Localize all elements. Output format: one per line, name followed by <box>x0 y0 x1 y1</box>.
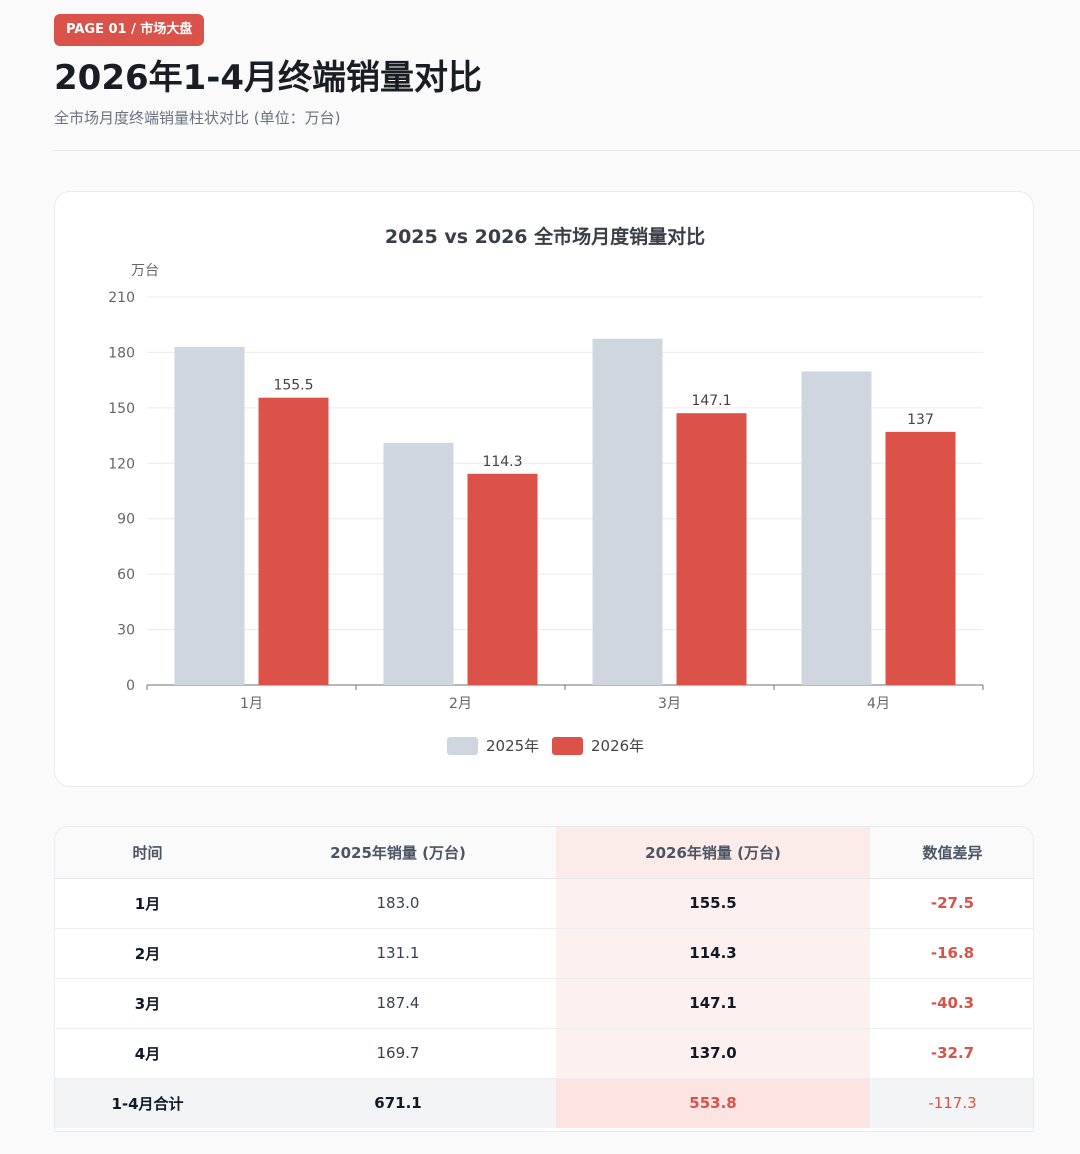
sales-table: 时间 2025年销量 (万台) 2026年销量 (万台) 数值差异 1月 183… <box>55 827 1033 1128</box>
chart-title: 2025 vs 2026 全市场月度销量对比 <box>385 225 705 248</box>
y-tick-label: 90 <box>117 512 135 528</box>
bar-2025 <box>383 442 454 685</box>
row-2026: 114.3 <box>556 928 870 979</box>
total-diff: -117.3 <box>870 1078 1033 1128</box>
x-tick-label: 2月 <box>449 696 472 712</box>
bar-2026 <box>885 431 956 685</box>
row-month: 3月 <box>55 978 240 1029</box>
row-diff: -32.7 <box>870 1028 1033 1079</box>
bar-2026 <box>676 413 747 685</box>
total-2026: 553.8 <box>556 1078 870 1128</box>
bar-2026 <box>467 473 538 685</box>
legend-swatch-2026 <box>552 737 583 755</box>
bar-2025 <box>174 346 245 685</box>
table-header-row: 时间 2025年销量 (万台) 2026年销量 (万台) 数值差异 <box>55 827 1033 879</box>
x-tick-label: 4月 <box>867 696 890 712</box>
y-tick-label: 0 <box>126 678 135 694</box>
chart-card: 2025 vs 2026 全市场月度销量对比万台 0 30 60 90 120 150 180… <box>54 191 1034 787</box>
legend-swatch-2025 <box>447 737 478 755</box>
row-2025: 183.0 <box>240 878 556 929</box>
legend-label: 2026年 <box>591 737 644 755</box>
header-time: 时间 <box>55 827 240 879</box>
table-row: 3月 187.4 147.1 -40.3 <box>55 978 1033 1029</box>
legend-label: 2025年 <box>486 737 539 755</box>
row-diff: -16.8 <box>870 928 1033 979</box>
row-diff: -27.5 <box>870 878 1033 929</box>
table-row: 4月 169.7 137.0 -32.7 <box>55 1028 1033 1079</box>
x-tick-label: 3月 <box>658 696 681 712</box>
row-2025: 187.4 <box>240 978 556 1029</box>
data-label: 147.1 <box>691 393 731 409</box>
y-tick-label: 30 <box>117 623 135 639</box>
row-month: 4月 <box>55 1028 240 1079</box>
data-label: 155.5 <box>273 378 313 394</box>
total-label: 1-4月合计 <box>55 1078 240 1128</box>
y-tick-label: 210 <box>108 290 135 306</box>
row-month: 2月 <box>55 928 240 979</box>
header-diff: 数值差异 <box>870 827 1033 879</box>
table-row: 1月 183.0 155.5 -27.5 <box>55 878 1033 929</box>
header-divider <box>54 150 1080 151</box>
bar-2026 <box>258 397 329 685</box>
y-axis-label: 万台 <box>131 263 159 279</box>
total-2025: 671.1 <box>240 1078 556 1128</box>
y-tick-label: 150 <box>108 401 135 417</box>
row-month: 1月 <box>55 878 240 929</box>
x-tick-label: 1月 <box>240 696 263 712</box>
y-tick-label: 180 <box>108 345 135 361</box>
table-row: 2月 131.1 114.3 -16.8 <box>55 928 1033 979</box>
page-badge: PAGE 01 / 市场大盘 <box>54 14 205 46</box>
row-diff: -40.3 <box>870 978 1033 1029</box>
header-2025: 2025年销量 (万台) <box>240 827 556 879</box>
bar-2025 <box>801 371 872 685</box>
page-subtitle: 全市场月度终端销量柱状对比 (单位：万台) <box>54 109 341 127</box>
row-2026: 155.5 <box>556 878 870 929</box>
y-tick-label: 120 <box>108 456 135 472</box>
row-2026: 147.1 <box>556 978 870 1029</box>
sales-table-card: 时间 2025年销量 (万台) 2026年销量 (万台) 数值差异 1月 183… <box>54 826 1034 1132</box>
data-label: 137 <box>907 412 934 428</box>
bar-2025 <box>592 338 663 685</box>
row-2025: 169.7 <box>240 1028 556 1079</box>
table-total-row: 1-4月合计 671.1 553.8 -117.3 <box>55 1078 1033 1128</box>
row-2025: 131.1 <box>240 928 556 979</box>
row-2026: 137.0 <box>556 1028 870 1079</box>
header-2026: 2026年销量 (万台) <box>556 827 870 879</box>
y-tick-label: 60 <box>117 567 135 583</box>
data-label: 114.3 <box>482 454 522 470</box>
page-title: 2026年1-4月终端销量对比 <box>54 58 483 98</box>
